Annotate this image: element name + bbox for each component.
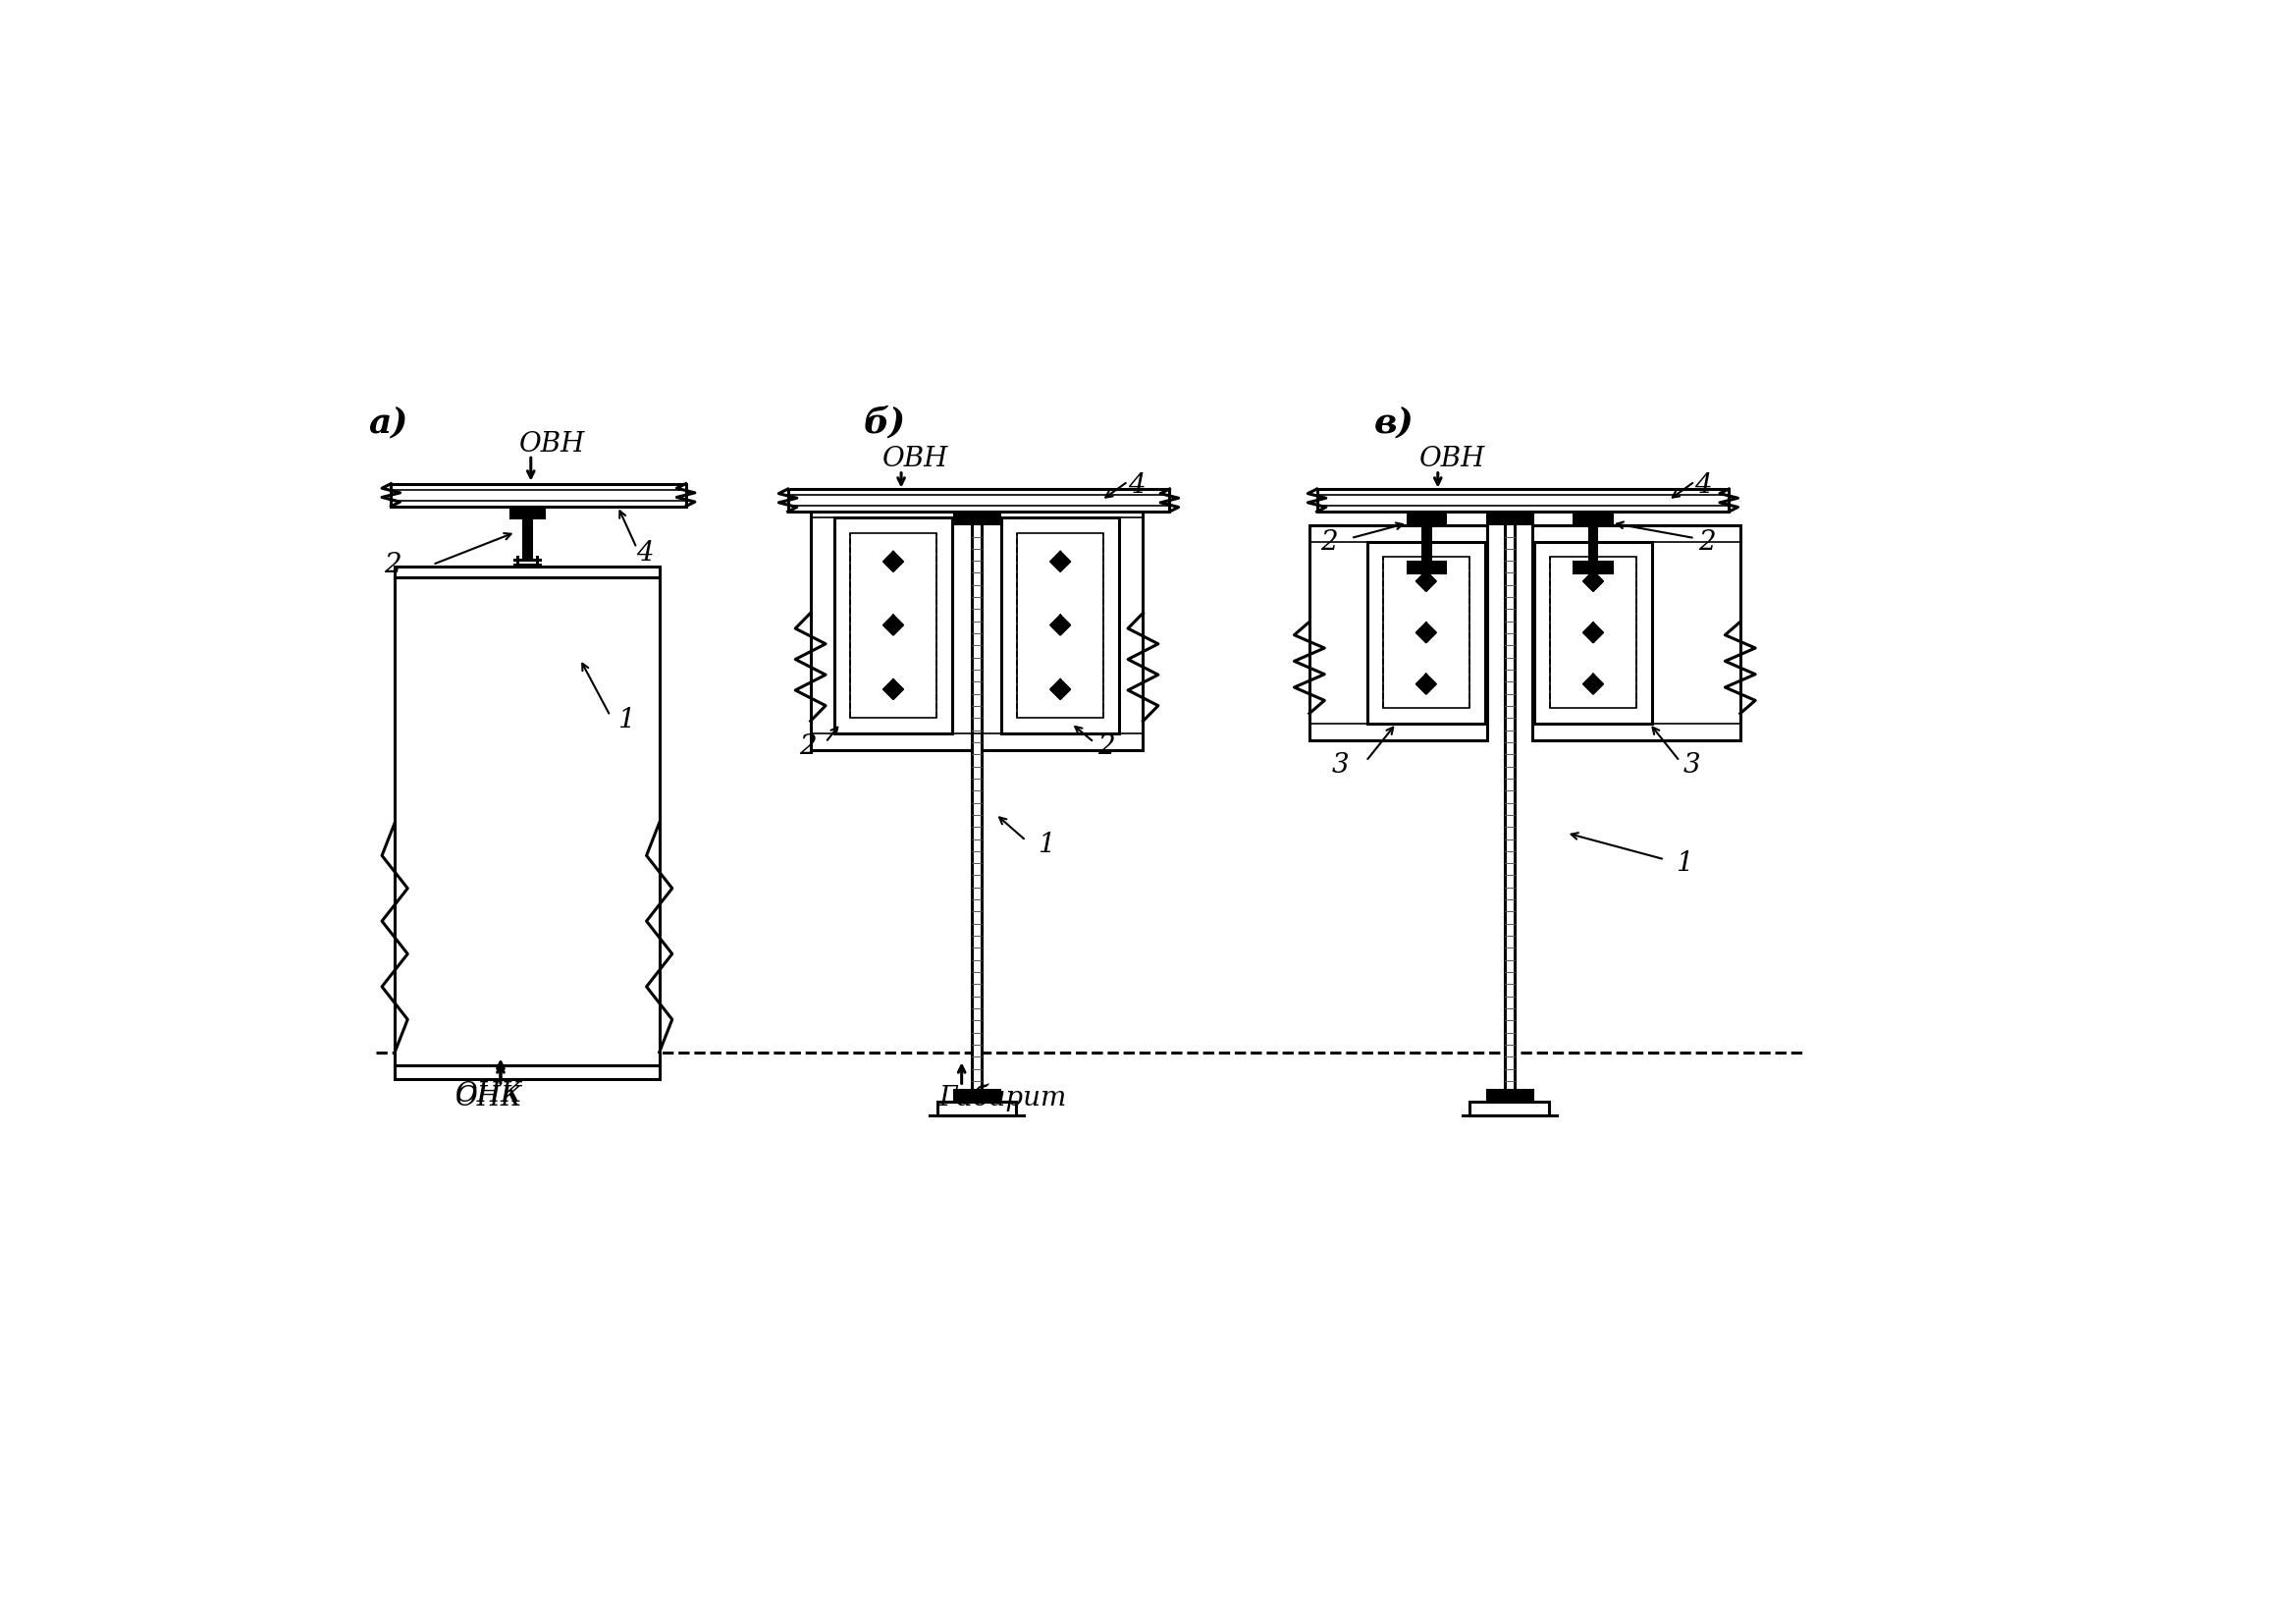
Text: 2: 2	[1699, 529, 1715, 555]
Text: 1: 1	[1038, 831, 1054, 857]
Bar	[1488, 512, 1531, 525]
Bar	[788, 489, 1169, 512]
Text: ОВН: ОВН	[1419, 445, 1486, 473]
Text: Габарит: Габарит	[939, 1083, 1068, 1111]
Bar	[1469, 1103, 1550, 1116]
Polygon shape	[884, 552, 902, 572]
Bar	[810, 502, 1143, 750]
Bar	[1550, 557, 1637, 708]
Text: ОНК: ОНК	[455, 1080, 523, 1108]
Text: ОВН: ОВН	[882, 445, 948, 473]
Bar	[955, 1090, 999, 1103]
Polygon shape	[1584, 674, 1603, 693]
Bar	[1488, 1090, 1531, 1103]
Bar	[971, 525, 983, 1090]
Polygon shape	[884, 679, 902, 700]
Bar	[1534, 542, 1651, 723]
Bar	[523, 516, 530, 557]
Bar	[850, 533, 937, 718]
Polygon shape	[1052, 552, 1070, 572]
Bar	[510, 507, 544, 516]
Polygon shape	[1584, 622, 1603, 643]
Bar	[1504, 525, 1515, 1090]
Text: 2: 2	[383, 552, 402, 578]
Polygon shape	[1417, 572, 1435, 591]
Text: 1: 1	[618, 706, 636, 732]
Text: б): б)	[863, 406, 907, 438]
Bar	[1589, 523, 1596, 562]
Bar	[1368, 542, 1486, 723]
Text: 4: 4	[636, 541, 654, 567]
Bar	[836, 518, 953, 732]
Bar	[1424, 523, 1430, 562]
Bar	[1531, 525, 1740, 741]
Polygon shape	[1584, 572, 1603, 591]
Text: 2: 2	[799, 732, 817, 760]
Bar	[1017, 533, 1104, 718]
Bar	[395, 567, 659, 1078]
Text: ОНК: ОНК	[455, 1085, 523, 1111]
Bar	[1382, 557, 1469, 708]
Text: 4: 4	[1127, 473, 1146, 499]
Text: в): в)	[1373, 406, 1414, 438]
Bar	[1573, 512, 1612, 523]
Text: 2: 2	[1320, 529, 1339, 555]
Polygon shape	[884, 615, 902, 635]
Text: 3: 3	[1683, 752, 1701, 778]
Text: 4: 4	[1694, 473, 1713, 499]
Bar	[937, 1103, 1017, 1116]
Bar	[1573, 562, 1612, 572]
Text: 1: 1	[1676, 849, 1692, 877]
Text: 2: 2	[1097, 732, 1116, 760]
Bar	[390, 484, 687, 507]
Bar	[1001, 518, 1118, 732]
Text: 3: 3	[1332, 752, 1350, 778]
Text: а): а)	[367, 406, 409, 438]
Polygon shape	[1052, 615, 1070, 635]
Polygon shape	[1417, 622, 1435, 643]
Bar	[1318, 489, 1729, 512]
Bar	[955, 512, 999, 525]
Polygon shape	[1417, 674, 1435, 693]
Bar	[1309, 525, 1488, 741]
Text: ОВН: ОВН	[519, 430, 585, 456]
Bar	[1407, 512, 1446, 523]
Polygon shape	[1052, 679, 1070, 700]
Bar	[1407, 562, 1446, 572]
